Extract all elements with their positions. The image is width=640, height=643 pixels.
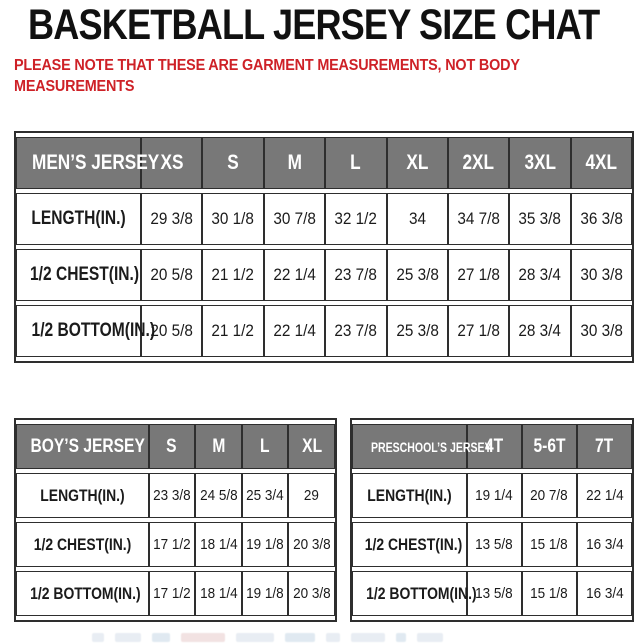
size-value: 20 5/8: [141, 305, 203, 357]
size-column-header: S: [148, 424, 196, 469]
row-label: 1/2 CHEST(IN.): [16, 522, 149, 567]
size-column-header: 2XL: [447, 137, 510, 189]
boys-jersey-size-table: BOY’S JERSEY S M L XL LENGTH(IN.) 23 3/8 24 5/8…: [14, 418, 337, 622]
size-value: 25 3/8: [386, 305, 448, 357]
size-value: 16 3/4: [576, 522, 632, 567]
size-value: 25 3/4: [241, 473, 289, 518]
table-row: 1/2 BOTTOM(IN.) 20 5/8 21 1/2 22 1/4 23 7/8 2…: [16, 305, 632, 357]
size-value: 21 1/2: [202, 305, 264, 357]
preschools-jersey-size-table: PRESCHOOL’S JERSEY 4T 5-6T 7T LENGTH(IN.) 19 …: [350, 418, 634, 622]
size-value: 18 1/4: [195, 571, 242, 616]
size-value: 17 1/2: [148, 571, 196, 616]
size-value: 23 7/8: [325, 305, 387, 357]
size-value: 17 1/2: [148, 522, 196, 567]
size-column-header: XS: [141, 137, 203, 189]
size-value: 30 1/8: [202, 193, 264, 245]
size-value: 22 1/4: [576, 473, 632, 518]
size-value: 21 1/2: [202, 249, 264, 301]
size-value: 29 3/8: [141, 193, 203, 245]
size-column-header: S: [202, 137, 264, 189]
table-row: 1/2 BOTTOM(IN.) 17 1/2 18 1/4 19 1/8 20 3/8: [16, 571, 335, 616]
size-value: 15 1/8: [521, 522, 577, 567]
note-line-1: PLEASE NOTE THAT THESE ARE GARMENT MEASU…: [14, 57, 520, 74]
table-row: 1/2 BOTTOM(IN.) 13 5/8 15 1/8 16 3/4: [352, 571, 632, 616]
size-value: 20 3/8: [288, 571, 335, 616]
size-value: 13 5/8: [466, 571, 522, 616]
size-value: 30 7/8: [263, 193, 326, 245]
table-row: LENGTH(IN.) 29 3/8 30 1/8 30 7/8 32 1/2 34 34 …: [16, 193, 632, 245]
size-column-header: 4XL: [570, 137, 632, 189]
size-value: 20 7/8: [521, 473, 577, 518]
row-label: 1/2 BOTTOM(IN.): [16, 571, 149, 616]
size-value: 24 5/8: [195, 473, 242, 518]
size-value: 20 5/8: [141, 249, 203, 301]
size-value: 20 3/8: [288, 522, 335, 567]
size-value: 15 1/8: [521, 571, 577, 616]
table-title-cell: MEN’S JERSEY: [16, 137, 159, 189]
table-row: 1/2 CHEST(IN.) 17 1/2 18 1/4 19 1/8 20 3/8: [16, 522, 335, 567]
size-column-header: 5-6T: [521, 424, 577, 469]
row-label: LENGTH(IN.): [16, 193, 142, 245]
cutoff-text-strip: [92, 633, 443, 643]
size-value: 25 3/8: [386, 249, 448, 301]
size-column-header: 3XL: [509, 137, 571, 189]
size-value: 28 3/4: [509, 249, 571, 301]
table-row: 1/2 CHEST(IN.) 13 5/8 15 1/8 16 3/4: [352, 522, 632, 567]
garment-measurement-note: PLEASE NOTE THAT THESE ARE GARMENT MEASU…: [14, 56, 576, 98]
size-value: 19 1/8: [241, 571, 289, 616]
size-value: 13 5/8: [466, 522, 522, 567]
size-value: 29: [288, 473, 335, 518]
size-value: 16 3/4: [576, 571, 632, 616]
size-value: 22 1/4: [263, 305, 326, 357]
table-row: 1/2 CHEST(IN.) 20 5/8 21 1/2 22 1/4 23 7/8 25…: [16, 249, 632, 301]
size-value: 22 1/4: [263, 249, 326, 301]
size-column-header: M: [195, 424, 242, 469]
table-title-cell: BOY’S JERSEY: [16, 424, 149, 469]
size-value: 23 3/8: [148, 473, 196, 518]
size-value: 23 7/8: [325, 249, 387, 301]
table-row: LENGTH(IN.) 19 1/4 20 7/8 22 1/4: [352, 473, 632, 518]
row-label: LENGTH(IN.): [16, 473, 149, 518]
size-value: 32 1/2: [325, 193, 387, 245]
row-label: 1/2 BOTTOM(IN.): [16, 305, 155, 357]
size-value: 30 3/8: [570, 249, 632, 301]
note-line-2: MEASUREMENTS: [14, 77, 135, 95]
size-value: 30 3/8: [570, 305, 632, 357]
size-value: 34: [386, 193, 448, 245]
row-label: LENGTH(IN.): [352, 473, 467, 518]
size-column-header: 4T: [466, 424, 522, 469]
size-column-header: L: [325, 137, 387, 189]
size-value: 19 1/4: [466, 473, 522, 518]
table-title-cell: PRESCHOOL’S JERSEY: [352, 424, 492, 469]
page-title: BASKETBALL JERSEY SIZE CHAT: [28, 1, 640, 50]
page-title-text: BASKETBALL JERSEY SIZE CHAT: [28, 1, 600, 49]
size-column-header: M: [263, 137, 326, 189]
size-value: 18 1/4: [195, 522, 242, 567]
size-column-header: XL: [386, 137, 448, 189]
row-label: 1/2 CHEST(IN.): [16, 249, 142, 301]
size-value: 28 3/4: [509, 305, 571, 357]
mens-jersey-size-table: MEN’S JERSEY XS S M L XL 2XL 3XL 4XL LENGTH(IN.) 2…: [14, 131, 634, 363]
size-column-header: 7T: [576, 424, 632, 469]
row-label: 1/2 BOTTOM(IN.): [352, 571, 477, 616]
size-value: 34 7/8: [447, 193, 510, 245]
size-value: 36 3/8: [570, 193, 632, 245]
size-value: 35 3/8: [509, 193, 571, 245]
table-row: LENGTH(IN.) 23 3/8 24 5/8 25 3/4 29: [16, 473, 335, 518]
row-label: 1/2 CHEST(IN.): [352, 522, 467, 567]
size-column-header: XL: [288, 424, 335, 469]
size-value: 27 1/8: [447, 305, 510, 357]
size-value: 19 1/8: [241, 522, 289, 567]
size-value: 27 1/8: [447, 249, 510, 301]
size-column-header: L: [241, 424, 289, 469]
